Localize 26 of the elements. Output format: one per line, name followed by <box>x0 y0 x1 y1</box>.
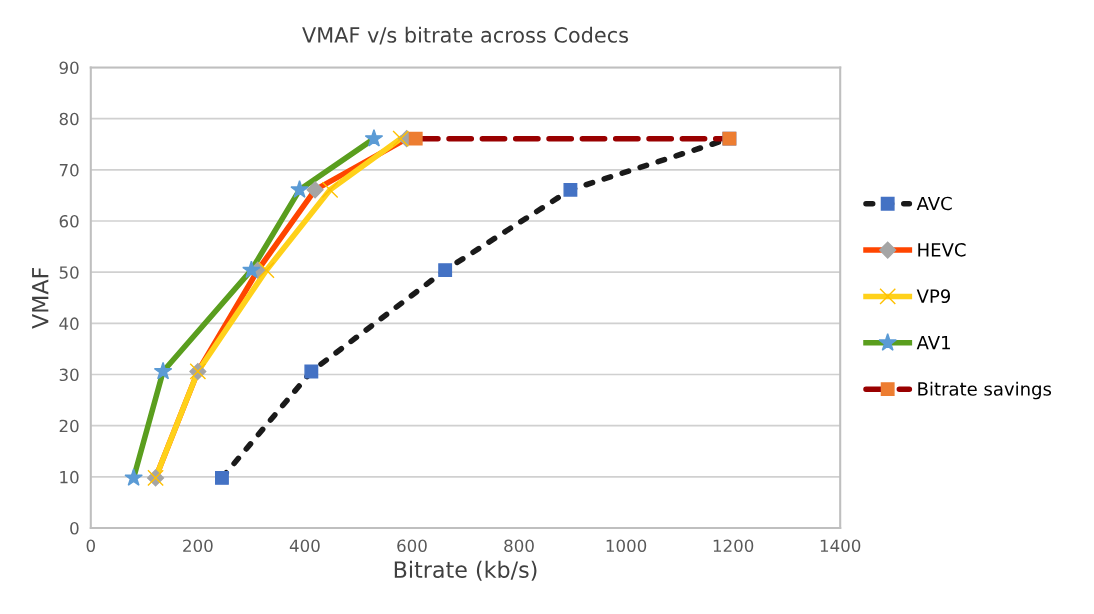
y-tick-label: 90 <box>59 61 79 75</box>
y-tick-label: 80 <box>59 112 79 126</box>
legend-label: Bitrate savings <box>918 381 1052 400</box>
y-tick-label: 10 <box>60 470 79 484</box>
x-tick-label: 800 <box>504 539 534 553</box>
y-tick-label: 0 <box>70 522 79 535</box>
x-tick-label: 400 <box>289 539 320 553</box>
x-tick-label: 200 <box>183 539 213 553</box>
legend-label: AV1 <box>916 335 950 350</box>
legend-label: VP9 <box>916 289 951 304</box>
x-tick-label: 1000 <box>606 539 647 553</box>
y-tick-label: 50 <box>59 266 79 279</box>
chart-title: VMAF v/s bitrate across Codecs <box>302 26 629 45</box>
y-tick-label: 30 <box>59 368 79 382</box>
x-tick-label: 0 <box>86 539 95 553</box>
y-axis-title: VMAF <box>32 267 49 329</box>
legend-label: HEVC <box>918 243 966 257</box>
x-tick-label: 1400 <box>820 539 861 553</box>
x-tick-label: 600 <box>397 539 427 553</box>
legend-label: AVC <box>916 196 952 211</box>
y-tick-label: 20 <box>59 419 79 433</box>
x-axis-title: Bitrate (kb/s) <box>394 560 537 581</box>
y-tick-label: 60 <box>59 215 79 228</box>
x-tick-label: 1200 <box>713 539 754 553</box>
y-tick-label: 70 <box>59 163 79 177</box>
y-tick-label: 40 <box>59 317 79 330</box>
